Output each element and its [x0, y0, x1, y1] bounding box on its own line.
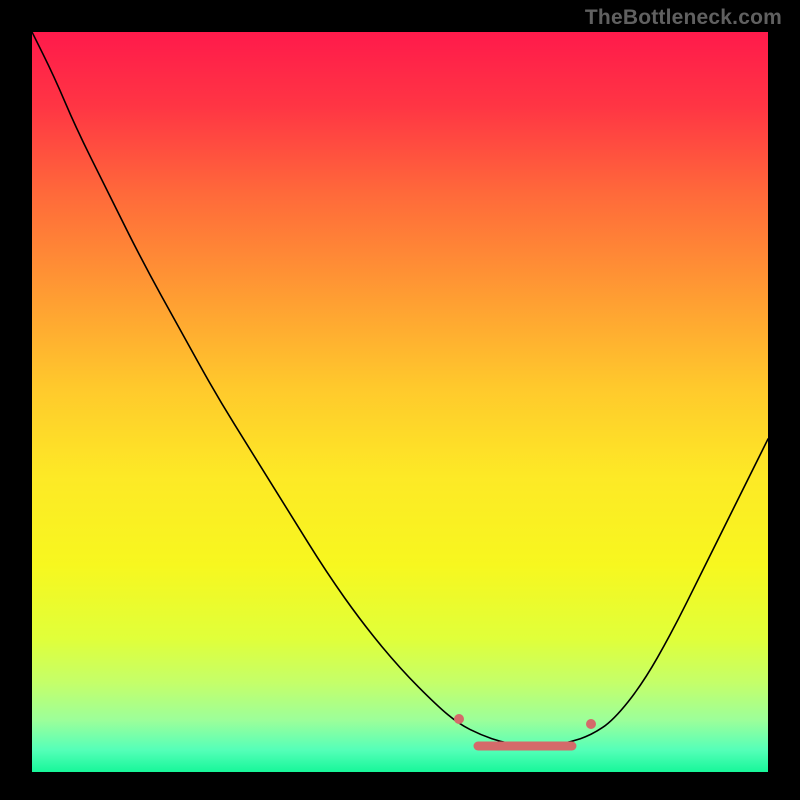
chart-frame: TheBottleneck.com: [0, 0, 800, 800]
curve-layer: [32, 32, 768, 772]
plot-area: [32, 32, 768, 772]
watermark-text: TheBottleneck.com: [585, 6, 782, 30]
marker-pill-optimal: [474, 742, 577, 751]
marker-dot-left: [454, 714, 464, 724]
marker-dot-right: [586, 719, 596, 729]
bottleneck-curve: [32, 32, 768, 746]
